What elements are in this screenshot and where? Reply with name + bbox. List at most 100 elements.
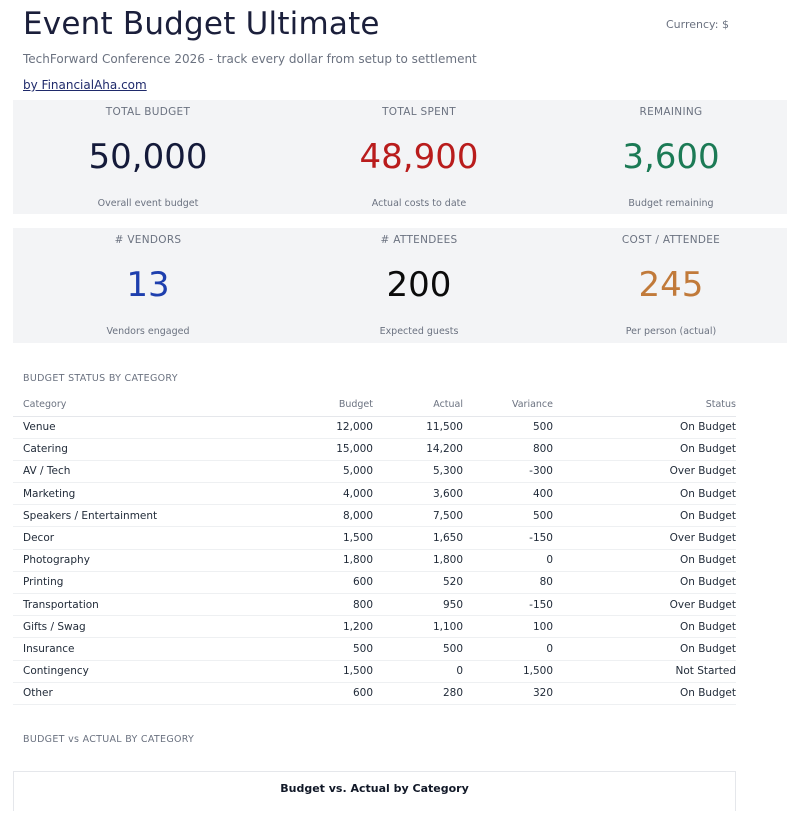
cell-category: Marketing (13, 482, 263, 506)
chart-title: Budget vs. Actual by Category (280, 782, 469, 795)
cell-budget: 500 (263, 637, 373, 661)
kpi-caption: Vendors engaged (106, 326, 190, 337)
budget-vs-actual-chart: Budget vs. Actual by Category (13, 771, 736, 811)
table-header-row: Category Budget Actual Variance Status (13, 393, 736, 417)
cell-budget: 600 (263, 682, 373, 705)
cell-variance: 320 (463, 682, 553, 705)
status-section-heading: BUDGET STATUS BY CATEGORY (23, 373, 178, 384)
kpi-caption: Expected guests (379, 326, 459, 337)
cell-budget: 1,500 (263, 660, 373, 683)
kpi-label: TOTAL BUDGET (105, 106, 191, 118)
cell-budget: 1,500 (263, 526, 373, 550)
cell-variance: 500 (463, 416, 553, 439)
cell-actual: 5,300 (373, 460, 463, 484)
table-row: Gifts / Swag 1,200 1,100 100 On Budget (13, 615, 736, 639)
kpi-cost-per-attendee: COST / ATTENDEE 245 Per person (actual) (555, 228, 787, 343)
table-row: Contingency 1,500 0 1,500 Not Started (13, 660, 736, 683)
cell-status: On Budget (553, 482, 736, 506)
cell-category: Contingency (13, 660, 263, 683)
kpi-value: 3,600 (622, 137, 720, 177)
kpi-panel-counts: # VENDORS 13 Vendors engaged # ATTENDEES… (13, 228, 787, 343)
kpi-remaining: REMAINING 3,600 Budget remaining (555, 100, 787, 214)
column-header-category: Category (13, 393, 263, 417)
byline-link[interactable]: by FinancialAha.com (23, 78, 147, 92)
column-header-budget: Budget (263, 393, 373, 417)
cell-actual: 7,500 (373, 504, 463, 528)
table-row: Decor 1,500 1,650 -150 Over Budget (13, 526, 736, 550)
kpi-total-spent: TOTAL SPENT 48,900 Actual costs to date (283, 100, 555, 214)
cell-budget: 1,200 (263, 615, 373, 639)
cell-actual: 950 (373, 593, 463, 617)
cell-budget: 600 (263, 571, 373, 595)
cell-actual: 280 (373, 682, 463, 705)
cell-budget: 1,800 (263, 549, 373, 572)
cell-category: Speakers / Entertainment (13, 504, 263, 528)
kpi-caption: Overall event budget (97, 198, 199, 209)
cell-category: Printing (13, 571, 263, 595)
kpi-panel-totals: TOTAL BUDGET 50,000 Overall event budget… (13, 100, 787, 214)
cell-actual: 11,500 (373, 416, 463, 439)
cell-actual: 14,200 (373, 438, 463, 461)
cell-variance: 0 (463, 637, 553, 661)
kpi-label: COST / ATTENDEE (621, 234, 721, 246)
cell-category: AV / Tech (13, 460, 263, 484)
cell-budget: 15,000 (263, 438, 373, 461)
cell-status: On Budget (553, 504, 736, 528)
cell-status: On Budget (553, 571, 736, 595)
kpi-label: # ATTENDEES (380, 234, 458, 246)
table-row: Insurance 500 500 0 On Budget (13, 637, 736, 661)
table-row: AV / Tech 5,000 5,300 -300 Over Budget (13, 460, 736, 484)
cell-status: On Budget (553, 615, 736, 639)
cell-variance: -300 (463, 460, 553, 484)
cell-status: Not Started (553, 660, 736, 683)
kpi-caption: Per person (actual) (625, 326, 717, 337)
cell-actual: 3,600 (373, 482, 463, 506)
cell-status: On Budget (553, 637, 736, 661)
cell-actual: 1,650 (373, 526, 463, 550)
cell-variance: -150 (463, 593, 553, 617)
column-header-actual: Actual (373, 393, 463, 417)
cell-budget: 12,000 (263, 416, 373, 439)
page-subtitle: TechForward Conference 2026 - track ever… (23, 52, 477, 66)
kpi-total-budget: TOTAL BUDGET 50,000 Overall event budget (13, 100, 283, 214)
table-row: Printing 600 520 80 On Budget (13, 571, 736, 595)
table-row: Transportation 800 950 -150 Over Budget (13, 593, 736, 617)
cell-actual: 520 (373, 571, 463, 595)
cell-actual: 500 (373, 637, 463, 661)
page-title: Event Budget Ultimate (23, 6, 380, 42)
cell-status: Over Budget (553, 526, 736, 550)
cell-variance: 400 (463, 482, 553, 506)
kpi-caption: Actual costs to date (371, 198, 467, 209)
table-row: Catering 15,000 14,200 800 On Budget (13, 438, 736, 461)
kpi-label: REMAINING (639, 106, 703, 118)
cell-variance: 500 (463, 504, 553, 528)
table-row: Marketing 4,000 3,600 400 On Budget (13, 482, 736, 506)
cell-category: Gifts / Swag (13, 615, 263, 639)
cell-variance: 100 (463, 615, 553, 639)
cell-actual: 0 (373, 660, 463, 683)
cell-status: On Budget (553, 438, 736, 461)
cell-variance: 1,500 (463, 660, 553, 683)
kpi-label: # VENDORS (114, 234, 182, 246)
cell-variance: -150 (463, 526, 553, 550)
kpi-caption: Budget remaining (628, 198, 714, 209)
cell-budget: 5,000 (263, 460, 373, 484)
kpi-value: 50,000 (88, 137, 208, 177)
table-row: Other 600 280 320 On Budget (13, 682, 736, 705)
cell-variance: 0 (463, 549, 553, 572)
chart-section-heading: BUDGET vs ACTUAL BY CATEGORY (23, 734, 195, 745)
cell-category: Transportation (13, 593, 263, 617)
column-header-status: Status (553, 393, 736, 417)
table-row: Speakers / Entertainment 8,000 7,500 500 On … (13, 504, 736, 528)
cell-category: Venue (13, 416, 263, 439)
cell-status: Over Budget (553, 460, 736, 484)
cell-category: Insurance (13, 637, 263, 661)
cell-budget: 4,000 (263, 482, 373, 506)
kpi-value: 245 (638, 265, 704, 305)
kpi-value: 13 (126, 265, 170, 305)
cell-actual: 1,100 (373, 615, 463, 639)
cell-status: On Budget (553, 682, 736, 705)
cell-category: Photography (13, 549, 263, 572)
cell-variance: 80 (463, 571, 553, 595)
kpi-value: 200 (386, 265, 452, 305)
